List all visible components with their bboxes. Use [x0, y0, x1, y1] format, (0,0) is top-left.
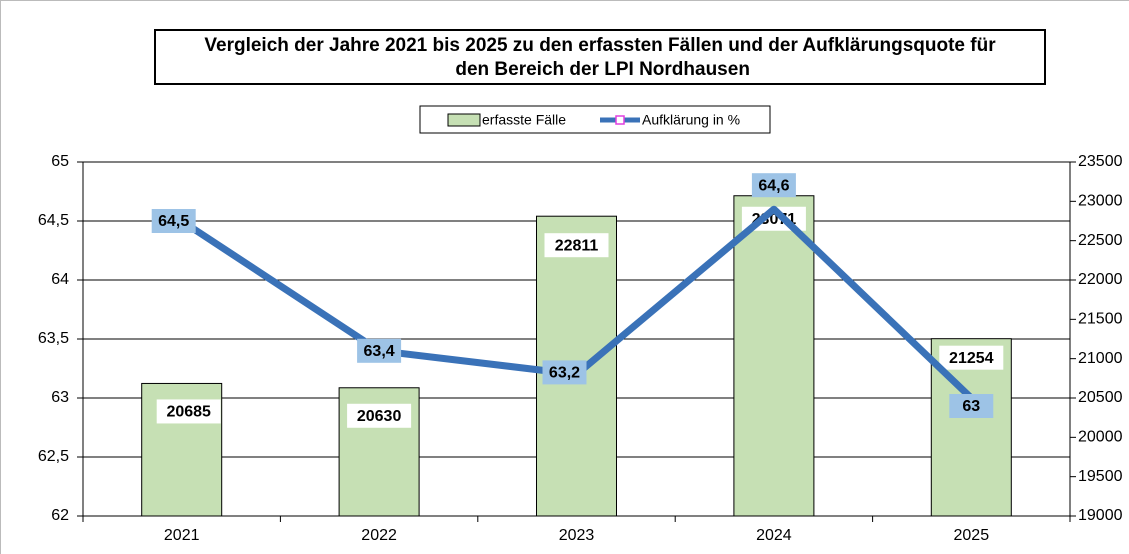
legend-label: erfasste Fälle: [482, 112, 566, 128]
bar: [733, 195, 815, 517]
y-tick-label: 64: [51, 271, 69, 288]
y-tick-label: 65: [51, 153, 69, 170]
y-tick-label: 62: [51, 507, 69, 524]
title-box: [154, 29, 1046, 85]
x-tick-label: 2021: [164, 527, 200, 544]
line-label: 63,2: [549, 365, 580, 382]
chart-title: Vergleich der Jahre 2021 bis 2025 zu den…: [204, 35, 996, 80]
legend-marker: [615, 115, 625, 125]
y2-tick-label: 19000: [1078, 507, 1123, 524]
line-label-bg: [357, 338, 402, 363]
y2-tick-label: 21500: [1078, 311, 1123, 328]
line-label: 63: [962, 398, 980, 415]
y2-tick-label: 19500: [1078, 468, 1123, 485]
x-tick-label: 2025: [954, 527, 990, 544]
y2-tick-label: 21000: [1078, 350, 1123, 367]
line-label-bg: [542, 360, 587, 385]
line-label: 64,5: [158, 213, 189, 230]
line-label-bg: [151, 209, 196, 233]
y-tick-label: 64,5: [38, 212, 69, 229]
x-tick-label: 2024: [756, 527, 792, 544]
bar-label-bg: [939, 345, 1004, 370]
y-tick-label: 63: [51, 389, 69, 406]
x-tick-label: 2022: [361, 527, 397, 544]
bar-label: 20630: [357, 408, 402, 425]
line-label: 64,6: [758, 177, 789, 194]
bar-label-bg: [347, 403, 412, 428]
y2-tick-label: 20000: [1078, 429, 1123, 446]
bar-label: 20685: [166, 404, 211, 421]
bar-label-bg: [544, 233, 609, 258]
y2-tick-label: 20500: [1078, 389, 1123, 406]
y2-tick-label: 23000: [1078, 193, 1123, 210]
y2-tick-label: 22000: [1078, 271, 1123, 288]
y-tick-label: 63,5: [38, 330, 69, 347]
legend-label: Aufklärung in %: [642, 112, 740, 128]
bar-label-bg: [156, 399, 221, 424]
bar-label: 22811: [555, 237, 599, 254]
line-label-bg: [949, 394, 994, 418]
x-tick-label: 2023: [559, 527, 595, 544]
legend-swatch: [447, 113, 481, 127]
y-tick-label: 62,5: [38, 448, 69, 465]
line-label-bg: [751, 173, 796, 198]
y2-tick-label: 23500: [1078, 153, 1123, 170]
y2-tick-label: 22500: [1078, 232, 1123, 249]
line-label: 63,4: [364, 343, 395, 360]
bar-label: 21254: [949, 350, 994, 367]
